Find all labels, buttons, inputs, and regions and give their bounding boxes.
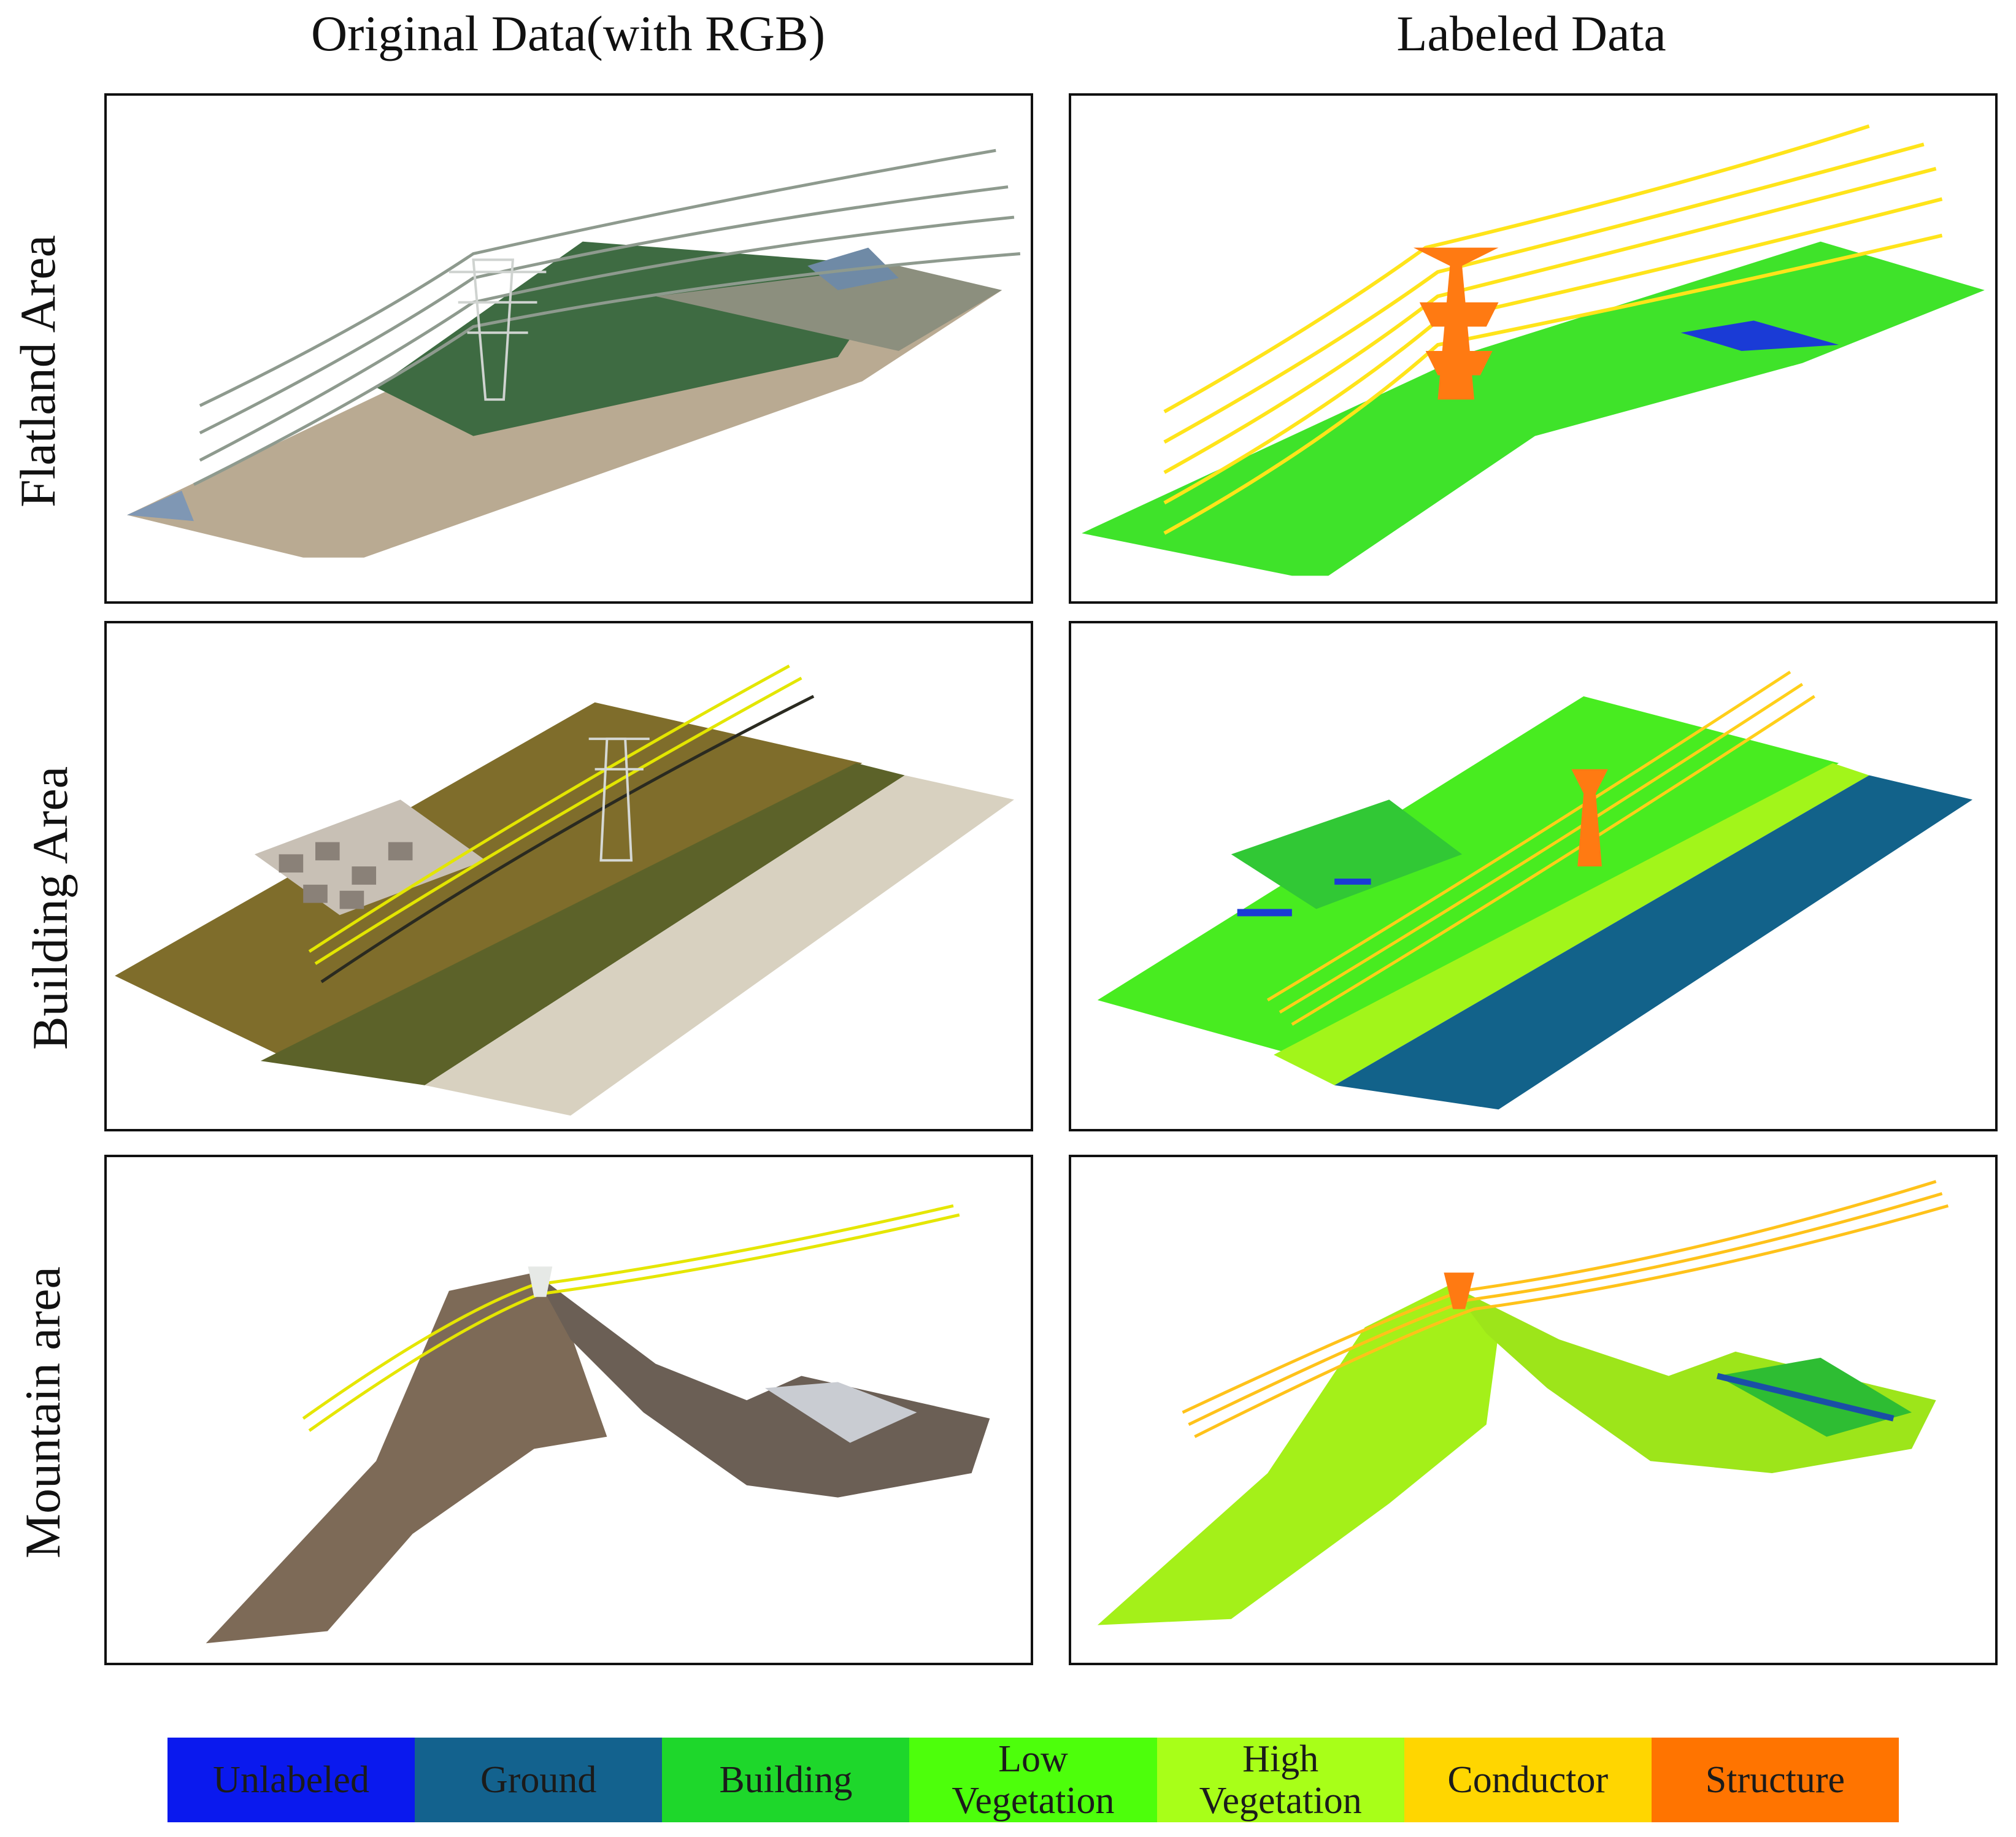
class-legend: Unlabeled Ground Building Low Vegetation…: [167, 1738, 1899, 1822]
legend-structure: Structure: [1651, 1738, 1899, 1822]
legend-conductor: Conductor: [1404, 1738, 1652, 1822]
mountain-labeled-pointcloud: [1097, 1180, 1949, 1625]
panel-flatland-original: [104, 93, 1033, 604]
panel-building-original: [104, 621, 1033, 1131]
building-labeled-pointcloud: [1097, 671, 1973, 1110]
legend-building: Building: [662, 1738, 910, 1822]
panel-flatland-labeled: [1069, 93, 1998, 604]
legend-low-vegetation: Low Vegetation: [909, 1738, 1157, 1822]
row-title-building: Building Area: [22, 766, 78, 1050]
panel-mountain-original: [104, 1155, 1033, 1665]
flatland-labeled-pointcloud: [1082, 124, 1985, 576]
building-rgb-pointcloud: [115, 664, 1014, 1116]
row-title-flatland: Flatland Area: [10, 234, 66, 508]
panel-building-labeled: [1069, 621, 1998, 1131]
mountain-rgb-pointcloud: [206, 1204, 990, 1644]
column-title-original: Original Data(with RGB): [310, 6, 826, 61]
legend-ground: Ground: [415, 1738, 663, 1822]
row-title-mountain: Mountain area: [15, 1266, 71, 1558]
legend-high-vegetation: High Vegetation: [1156, 1738, 1404, 1822]
panel-mountain-labeled: [1069, 1155, 1998, 1665]
legend-unlabeled: Unlabeled: [167, 1738, 415, 1822]
flatland-rgb-pointcloud: [126, 148, 1021, 558]
column-title-labeled: Labeled Data: [1396, 6, 1666, 61]
